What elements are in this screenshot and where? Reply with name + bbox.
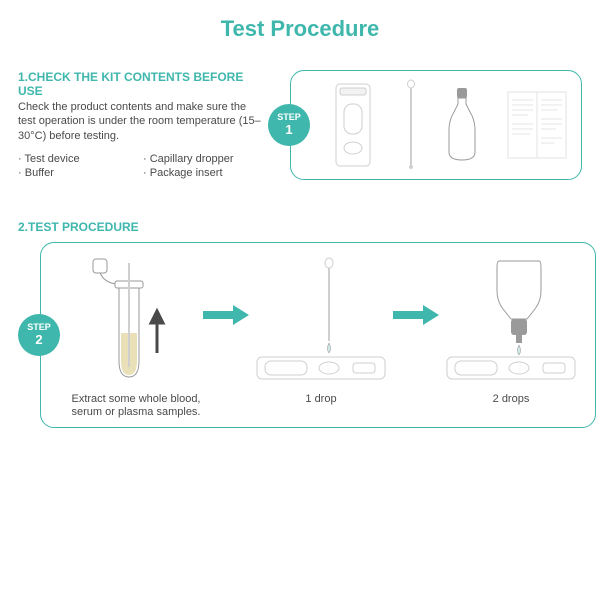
section-1-diagram: STEP 1 bbox=[268, 70, 582, 180]
package-insert-icon bbox=[506, 86, 568, 164]
list-item: Package insert bbox=[143, 167, 262, 179]
list-item: Capillary dropper bbox=[143, 153, 262, 165]
extract-sample-icon bbox=[81, 257, 191, 387]
section-1-text: 1.CHECK THE KIT CONTENTS BEFORE USE Chec… bbox=[18, 70, 268, 179]
substep-caption: 1 drop bbox=[305, 393, 336, 419]
list-item: Buffer bbox=[18, 167, 137, 179]
one-drop-icon bbox=[251, 257, 391, 387]
list-item: Test device bbox=[18, 153, 137, 165]
procedure-box: Extract some whole blood, serum or plasm… bbox=[40, 242, 596, 428]
substep-caption: Extract some whole blood, serum or plasm… bbox=[66, 393, 206, 419]
section-1: 1.CHECK THE KIT CONTENTS BEFORE USE Chec… bbox=[0, 70, 600, 220]
step-1-badge: STEP 1 bbox=[268, 104, 310, 146]
step-2-badge: STEP 2 bbox=[18, 314, 60, 356]
capillary-dropper-icon bbox=[403, 79, 419, 171]
kit-contents-list: Test device Capillary dropper Buffer Pac… bbox=[18, 153, 262, 179]
page-title: Test Procedure bbox=[0, 0, 600, 70]
substep-caption: 2 drops bbox=[493, 393, 530, 419]
arrow-icon bbox=[391, 303, 441, 327]
section-2: STEP 2 Extract some whole blood, s bbox=[0, 242, 600, 428]
substep-2drops: 2 drops bbox=[441, 257, 581, 419]
badge-number: 2 bbox=[35, 333, 42, 347]
section-1-description: Check the product contents and make sure… bbox=[18, 100, 262, 143]
section-2-heading: 2.TEST PROCEDURE bbox=[0, 220, 600, 242]
substep-extract: Extract some whole blood, serum or plasm… bbox=[71, 257, 201, 419]
arrow-icon bbox=[201, 303, 251, 327]
buffer-bottle-icon bbox=[445, 86, 479, 164]
badge-number: 1 bbox=[285, 123, 292, 137]
kit-contents-box bbox=[290, 70, 582, 180]
substep-1drop: 1 drop bbox=[251, 257, 391, 419]
two-drops-icon bbox=[441, 257, 581, 387]
test-device-icon bbox=[330, 82, 376, 168]
section-1-heading: 1.CHECK THE KIT CONTENTS BEFORE USE bbox=[18, 70, 262, 98]
